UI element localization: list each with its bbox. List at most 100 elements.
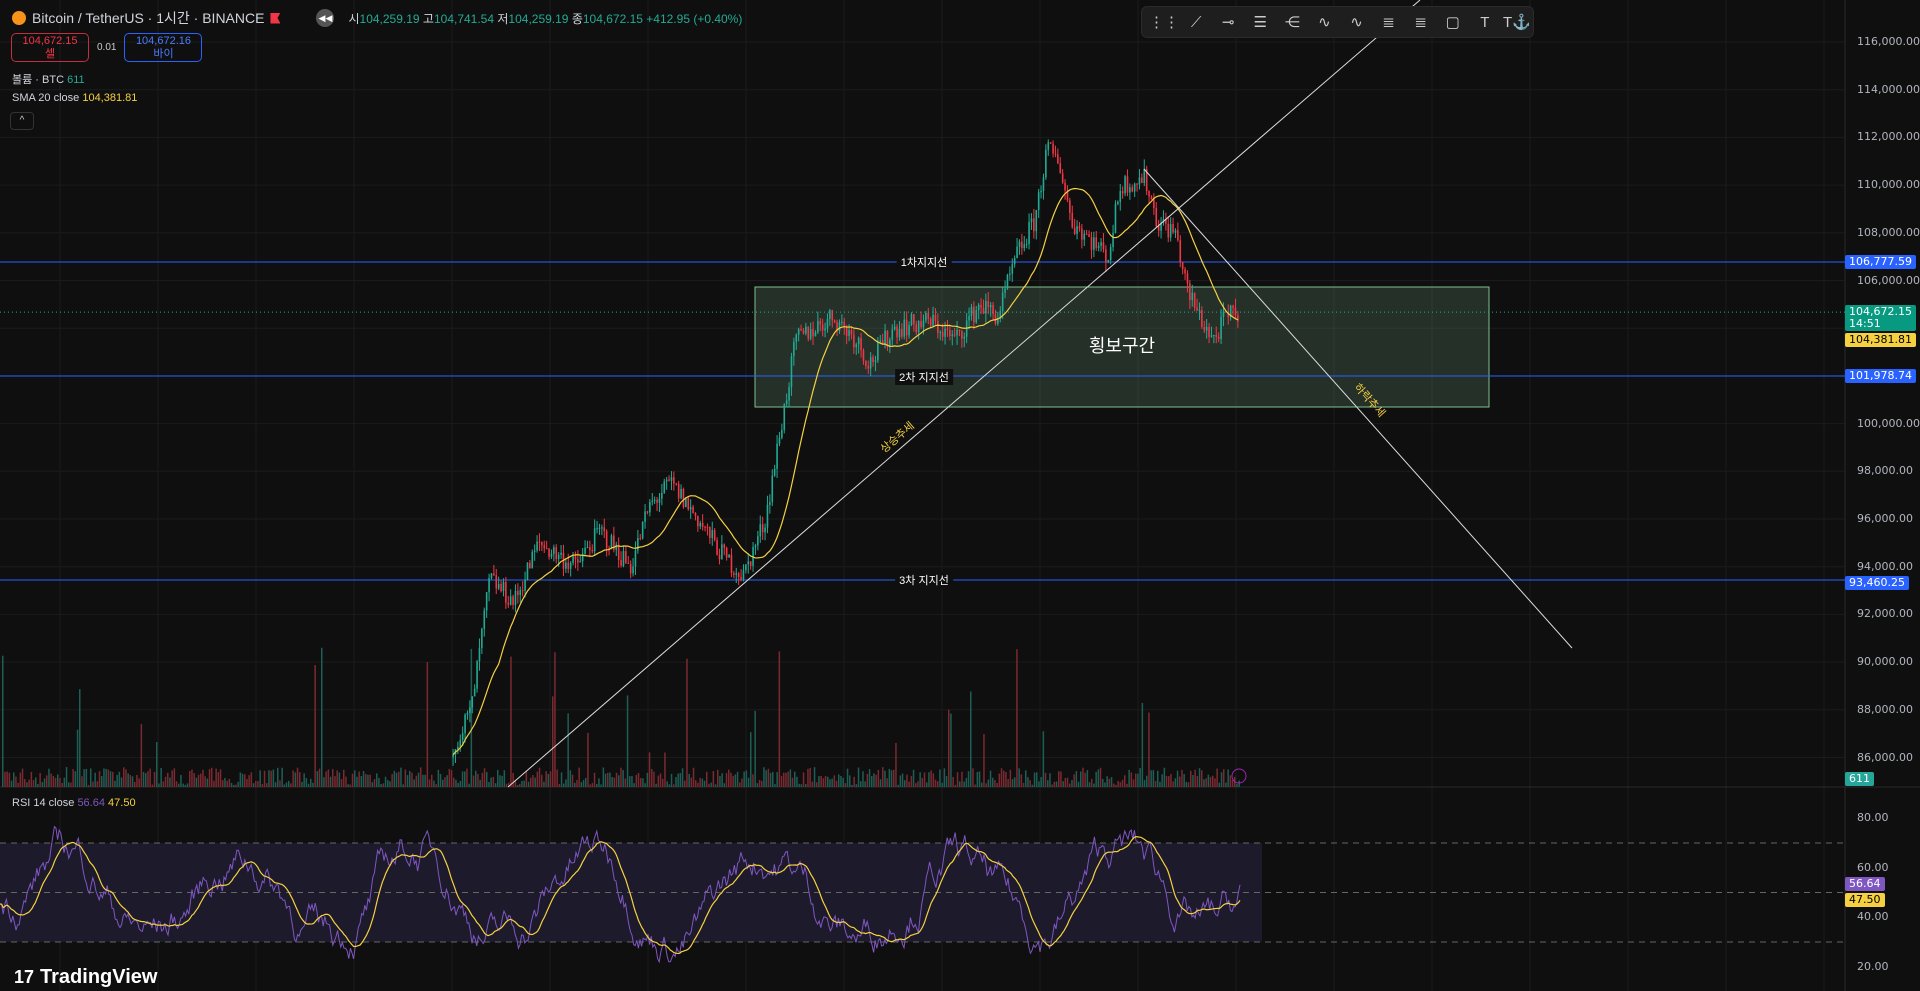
parallel-channel-icon[interactable]: ☰	[1253, 14, 1267, 31]
candle	[1153, 199, 1155, 208]
volume-bar	[250, 772, 253, 787]
sma-legend[interactable]: SMA 20 close 104,381.81	[12, 92, 138, 104]
fib-extension-icon[interactable]: ≣	[1414, 14, 1427, 31]
volume-bar	[204, 776, 206, 787]
volume-bar	[796, 776, 798, 787]
volume-bar	[450, 770, 453, 787]
rsi-legend[interactable]: RSI 14 close 56.64 47.50	[12, 797, 136, 809]
support3-label[interactable]: 3차 지지선	[895, 572, 953, 588]
text-icon[interactable]: T	[1480, 13, 1490, 31]
range-label[interactable]: 횡보구간	[1088, 336, 1156, 356]
volume-bar	[314, 665, 316, 787]
candle	[1042, 177, 1045, 192]
volume-bar	[582, 779, 585, 787]
trend-line-icon[interactable]: ⟋	[1190, 13, 1202, 31]
candle	[793, 342, 795, 357]
volume-bar	[384, 776, 387, 787]
candle	[1105, 249, 1107, 263]
candle	[706, 526, 709, 528]
candle	[1196, 307, 1198, 311]
volume-bar	[901, 773, 904, 787]
volume-bar	[101, 776, 103, 787]
candle	[927, 312, 930, 319]
rectangle-icon[interactable]: ▢	[1445, 14, 1460, 31]
volume-bar	[855, 784, 858, 787]
volume-bar	[521, 781, 523, 787]
volume-legend[interactable]: 볼륨 · BTC 611	[12, 74, 85, 86]
buy-button[interactable]: 104,672.16 바이	[124, 33, 203, 62]
candle	[1059, 163, 1062, 174]
volume-bar	[1172, 781, 1174, 787]
candle	[1213, 334, 1215, 336]
volume-bar	[1236, 783, 1238, 787]
volume-bar	[1183, 773, 1185, 787]
volume-bar	[1209, 776, 1212, 787]
volume-bar	[376, 773, 378, 787]
volume-bar	[114, 780, 116, 787]
candle	[898, 328, 901, 338]
volume-bar	[461, 771, 464, 787]
collapse-legend-button[interactable]: ^	[10, 112, 34, 130]
volume-bar	[640, 778, 642, 787]
fib-retracement-icon[interactable]: ≣	[1382, 14, 1395, 31]
candle	[1138, 177, 1141, 185]
price-axis-label: 86,000.00	[1857, 750, 1913, 764]
volume-bar	[61, 783, 63, 787]
candle	[531, 551, 534, 569]
candle	[471, 696, 474, 708]
candle	[1009, 273, 1011, 275]
candle	[677, 483, 680, 499]
volume-bar	[475, 770, 477, 787]
candle	[517, 590, 519, 596]
volume-bar	[688, 773, 690, 787]
candle	[862, 350, 865, 361]
pitchfork-icon[interactable]: ⋲	[1284, 14, 1300, 31]
volume-bar	[732, 775, 734, 787]
drag-handle-icon[interactable]: ⋮⋮	[1149, 14, 1180, 31]
volume-bar	[620, 767, 622, 787]
volume-bar	[818, 776, 820, 787]
candle	[476, 661, 478, 689]
support1-label[interactable]: 1차지지선	[896, 254, 952, 270]
anchored-text-icon[interactable]: T⚓	[1502, 14, 1531, 31]
candle	[747, 561, 750, 565]
volume-bar	[270, 770, 272, 787]
volume-bar	[1157, 770, 1159, 787]
volume-bar	[494, 783, 497, 787]
volume-bar	[479, 779, 481, 787]
price-tag: 104,381.81	[1845, 333, 1916, 347]
candle	[951, 334, 954, 337]
candle	[1028, 221, 1030, 244]
volume-bar	[908, 781, 910, 787]
candle	[1157, 225, 1160, 231]
tradingview-logo[interactable]: 17 TradingView	[14, 966, 158, 988]
volume-bar	[138, 778, 140, 787]
volume-bar	[538, 767, 541, 787]
volume-bar	[1020, 774, 1023, 787]
candle	[1078, 226, 1081, 229]
volume-bar	[668, 784, 671, 787]
sell-button[interactable]: 104,672.15 셀	[11, 33, 89, 62]
volume-bar	[860, 781, 862, 787]
candle	[891, 329, 894, 340]
elliott-wave-15-icon[interactable]: ∿	[1318, 14, 1331, 31]
rewind-icon[interactable]: ◀◀	[316, 9, 335, 27]
volume-bar	[897, 784, 899, 787]
volume-bar	[963, 781, 965, 787]
support2-label[interactable]: 2차 지지선	[895, 369, 953, 385]
price-tag: 101,978.74	[1845, 369, 1916, 383]
candle	[529, 562, 531, 569]
volume-bar	[59, 777, 61, 787]
symbol-title[interactable]: Bitcoin / TetherUS · 1시간 · BINANCE	[32, 10, 265, 26]
volume-bar	[785, 772, 787, 787]
flag-icon[interactable]	[270, 12, 281, 24]
volume-bar	[690, 777, 693, 787]
volume-bar	[987, 779, 990, 787]
volume-bar	[644, 783, 646, 787]
volume-bar	[600, 784, 602, 787]
elliott-wave-ac-icon[interactable]: ∿	[1350, 14, 1363, 31]
horizontal-ray-icon[interactable]: ⊸	[1221, 14, 1235, 31]
candle	[814, 332, 817, 337]
volume-bar	[939, 769, 941, 787]
